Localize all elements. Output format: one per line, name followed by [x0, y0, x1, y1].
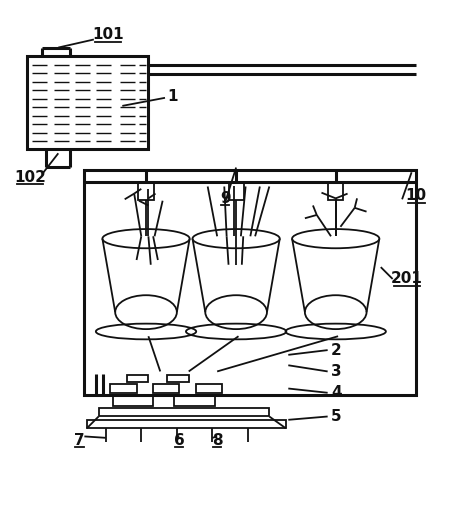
Text: 1: 1 — [167, 89, 177, 104]
Bar — [99, 408, 269, 417]
Text: 7: 7 — [74, 433, 85, 448]
Bar — [127, 375, 148, 382]
Text: 4: 4 — [330, 385, 341, 400]
Text: 102: 102 — [14, 170, 46, 185]
Bar — [228, 182, 243, 200]
Text: 9: 9 — [219, 191, 230, 206]
Bar — [87, 420, 285, 428]
Bar — [138, 182, 153, 200]
Text: 8: 8 — [211, 433, 222, 448]
Text: 10: 10 — [405, 188, 426, 203]
Bar — [153, 384, 179, 393]
Text: 101: 101 — [92, 27, 124, 42]
Text: 3: 3 — [330, 364, 341, 379]
Bar — [196, 384, 221, 393]
Bar — [327, 182, 343, 200]
Text: 201: 201 — [390, 271, 422, 287]
Bar — [84, 170, 416, 395]
Text: 6: 6 — [173, 433, 184, 448]
Bar — [110, 384, 136, 393]
Bar — [113, 395, 153, 406]
Bar — [174, 395, 214, 406]
Text: 5: 5 — [330, 409, 341, 424]
Text: 2: 2 — [330, 343, 341, 358]
Bar — [28, 56, 148, 149]
Bar — [167, 375, 188, 382]
